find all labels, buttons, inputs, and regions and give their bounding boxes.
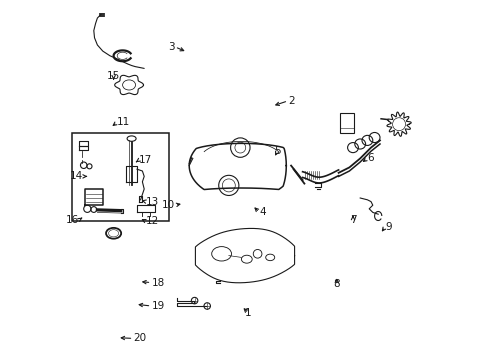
Text: 13: 13 xyxy=(146,197,159,207)
Text: 9: 9 xyxy=(386,222,392,232)
Text: 4: 4 xyxy=(259,207,266,217)
Bar xyxy=(72,133,170,221)
Text: 10: 10 xyxy=(162,200,175,210)
Text: 6: 6 xyxy=(368,153,374,163)
Text: 18: 18 xyxy=(151,278,165,288)
Text: 5: 5 xyxy=(274,146,281,156)
Text: 20: 20 xyxy=(133,333,147,343)
Text: 16: 16 xyxy=(66,215,79,225)
Text: 8: 8 xyxy=(334,279,340,289)
Bar xyxy=(341,113,354,133)
Text: 19: 19 xyxy=(151,301,165,311)
Text: 14: 14 xyxy=(70,171,83,181)
Text: 1: 1 xyxy=(245,308,252,318)
Text: 3: 3 xyxy=(168,42,175,52)
Text: 7: 7 xyxy=(350,215,356,225)
Text: 2: 2 xyxy=(288,96,295,106)
Text: 15: 15 xyxy=(107,71,120,81)
Text: 11: 11 xyxy=(117,117,130,127)
Text: 12: 12 xyxy=(146,216,159,226)
Text: 17: 17 xyxy=(139,155,152,165)
